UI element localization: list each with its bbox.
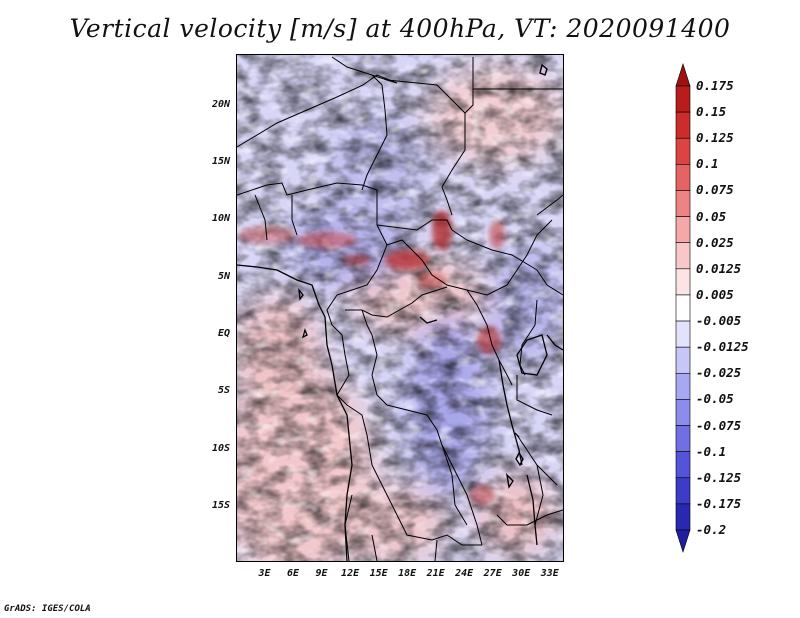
- colorbar-swatch: [675, 346, 691, 374]
- coastlines: [237, 264, 563, 561]
- lon-label: 30E: [512, 568, 531, 579]
- colorbar-swatch: [675, 399, 691, 426]
- colorbar-level-label: -0.125: [696, 469, 742, 485]
- colorbar-level-label: 0.125: [696, 130, 734, 146]
- colorbar-swatch: [675, 85, 691, 113]
- colorbar-swatch: [675, 294, 691, 322]
- colorbar-swatch: [675, 63, 691, 87]
- lon-label: 6E: [287, 568, 300, 579]
- colorbar-level-label: -0.005: [696, 313, 742, 329]
- colorbar-level-label: 0.025: [696, 234, 734, 250]
- colorbar-swatch: [675, 372, 691, 400]
- colorbar-level-label: -0.075: [696, 417, 742, 433]
- colorbar-swatch: [675, 137, 691, 165]
- lat-label: 15N: [211, 155, 230, 167]
- colorbar-level-label: -0.025: [696, 365, 742, 381]
- colorbar-swatch: [675, 503, 691, 531]
- colorbar-swatch: [675, 477, 691, 505]
- colorbar-swatch: [675, 190, 691, 217]
- lat-label: 15S: [211, 499, 230, 511]
- lon-label: 21E: [426, 568, 445, 579]
- lat-label: 5S: [217, 385, 230, 397]
- field-texture-neutral: [237, 55, 563, 561]
- lon-label: 3E: [258, 568, 271, 579]
- map-plot-area: [236, 54, 564, 562]
- colorbar-swatch: [675, 242, 691, 270]
- colorbar-swatch: [675, 529, 691, 553]
- lat-label: 20N: [211, 98, 230, 110]
- colorbar-swatch: [675, 320, 691, 348]
- grads-credit: GrADS: IGES/COLA: [4, 604, 91, 614]
- lon-label: 12E: [341, 568, 360, 579]
- colorbar-level-label: -0.0125: [696, 339, 749, 355]
- colorbar-level-label: -0.05: [696, 391, 734, 407]
- colorbar-level-label: 0.05: [696, 208, 727, 224]
- colorbar-swatch: [675, 425, 691, 452]
- lon-label: 27E: [483, 568, 502, 579]
- colorbar-level-label: 0.075: [696, 182, 734, 198]
- colorbar-swatch: [675, 216, 691, 244]
- colorbar-level-label: 0.0125: [696, 260, 742, 276]
- contour-blobs: [505, 63, 548, 489]
- colorbar-level-label: -0.2: [696, 522, 727, 537]
- lon-label: 18E: [398, 568, 417, 579]
- colorbar-swatch: [675, 451, 691, 479]
- lat-label: EQ: [217, 327, 230, 339]
- lon-label: 24E: [455, 568, 474, 579]
- lat-label: 10N: [211, 213, 230, 225]
- colorbar-swatch: [675, 164, 691, 191]
- lat-label: 10S: [211, 442, 230, 454]
- colorbar-level-label: -0.1: [696, 443, 727, 459]
- map-title: Vertical velocity [m/s] at 400hPa, VT: 2…: [69, 14, 731, 43]
- colorbar-level-label: 0.005: [696, 286, 734, 302]
- lon-label: 33E: [540, 568, 559, 579]
- colorbar-swatch: [675, 268, 691, 296]
- colorbar-level-label: -0.175: [696, 495, 742, 511]
- lon-label: 9E: [315, 568, 328, 579]
- lat-label: 5N: [217, 270, 230, 282]
- colorbar-level-label: 0.1: [696, 156, 719, 172]
- lon-label: 15E: [369, 568, 388, 579]
- velocity-field-map: [237, 55, 563, 561]
- colorbar: [675, 63, 691, 553]
- colorbar-swatch: [675, 111, 691, 139]
- colorbar-level-label: 0.175: [696, 78, 734, 93]
- colorbar-level-label: 0.15: [696, 104, 727, 120]
